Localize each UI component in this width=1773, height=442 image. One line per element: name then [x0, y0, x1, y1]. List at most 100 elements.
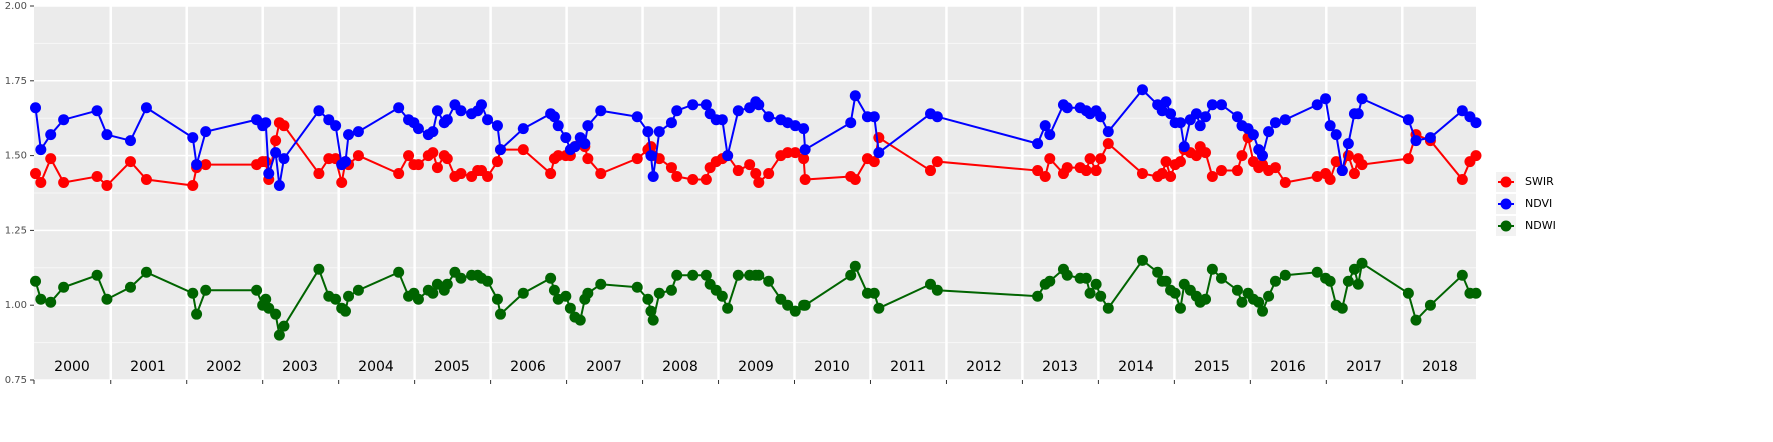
data-point [1456, 269, 1468, 281]
data-point [517, 287, 529, 299]
data-point [412, 123, 424, 135]
data-point [700, 269, 712, 281]
data-point [1102, 302, 1114, 314]
data-point [441, 114, 453, 126]
data-point [849, 174, 861, 186]
data-point [1178, 141, 1190, 153]
data-point [1080, 272, 1092, 284]
data-point [339, 305, 351, 317]
data-point [750, 168, 762, 180]
data-point [1263, 290, 1275, 302]
data-point [140, 266, 152, 278]
data-point [187, 132, 199, 144]
data-point [548, 111, 560, 123]
year-label: 2007 [586, 359, 622, 375]
data-point [352, 150, 364, 162]
data-point [1095, 111, 1107, 123]
data-point [270, 308, 282, 320]
data-point [45, 153, 57, 165]
data-point [482, 171, 494, 183]
data-point [412, 159, 424, 171]
data-point [753, 177, 765, 189]
data-point [191, 159, 203, 171]
data-point [343, 129, 355, 141]
data-point [1061, 269, 1073, 281]
data-point [393, 266, 405, 278]
data-point [595, 105, 607, 117]
data-point [45, 296, 57, 308]
data-point [1236, 296, 1248, 308]
data-point [200, 284, 212, 296]
data-point [1061, 162, 1073, 174]
data-point [491, 293, 503, 305]
data-point [645, 150, 657, 162]
data-point [722, 302, 734, 314]
data-point [1352, 108, 1364, 120]
data-point [744, 159, 756, 171]
data-point [352, 284, 364, 296]
data-point [753, 269, 765, 281]
data-point [1269, 117, 1281, 129]
data-point [799, 299, 811, 311]
data-point [260, 156, 272, 168]
data-point [1200, 147, 1212, 159]
data-point [595, 278, 607, 290]
data-point [665, 117, 677, 129]
data-point [124, 135, 136, 147]
data-point [763, 168, 775, 180]
year-label: 2000 [54, 359, 90, 375]
data-point [1470, 150, 1482, 162]
data-point [1090, 278, 1102, 290]
data-point [560, 132, 572, 144]
data-point [313, 105, 325, 117]
data-point [849, 260, 861, 272]
data-point [1032, 138, 1044, 150]
data-point [260, 117, 272, 129]
data-point [1330, 129, 1342, 141]
data-point [393, 168, 405, 180]
y-tick-label: 1.75 [5, 76, 27, 87]
data-point [494, 144, 506, 156]
data-point [1136, 254, 1148, 266]
year-label: 2008 [662, 359, 698, 375]
data-point [101, 129, 113, 141]
data-point [1044, 153, 1056, 165]
data-point [1456, 174, 1468, 186]
data-point [1044, 275, 1056, 287]
data-point [1330, 156, 1342, 168]
data-point [1215, 99, 1227, 111]
y-tick-label: 2.00 [5, 1, 27, 12]
data-point [545, 168, 557, 180]
data-point [30, 275, 42, 287]
year-label: 2009 [738, 359, 774, 375]
data-point [642, 126, 654, 138]
data-point [631, 111, 643, 123]
data-point [1231, 111, 1243, 123]
data-point [455, 168, 467, 180]
data-point [687, 174, 699, 186]
data-point [431, 162, 443, 174]
data-point [645, 141, 657, 153]
data-point [278, 120, 290, 132]
year-label: 2013 [1042, 359, 1078, 375]
data-point [1206, 171, 1218, 183]
data-point [455, 272, 467, 284]
data-point [1231, 165, 1243, 177]
data-point [687, 269, 699, 281]
data-point [1324, 275, 1336, 287]
data-point [574, 314, 586, 326]
data-point [560, 290, 572, 302]
year-label: 2017 [1346, 359, 1382, 375]
data-point [548, 284, 560, 296]
data-point [1356, 257, 1368, 269]
data-point [1061, 102, 1073, 114]
data-point [700, 99, 712, 111]
data-point [1032, 290, 1044, 302]
data-point [1311, 266, 1323, 278]
data-point [491, 156, 503, 168]
data-point [313, 263, 325, 275]
data-point [1165, 171, 1177, 183]
data-point [653, 287, 665, 299]
data-point [140, 174, 152, 186]
